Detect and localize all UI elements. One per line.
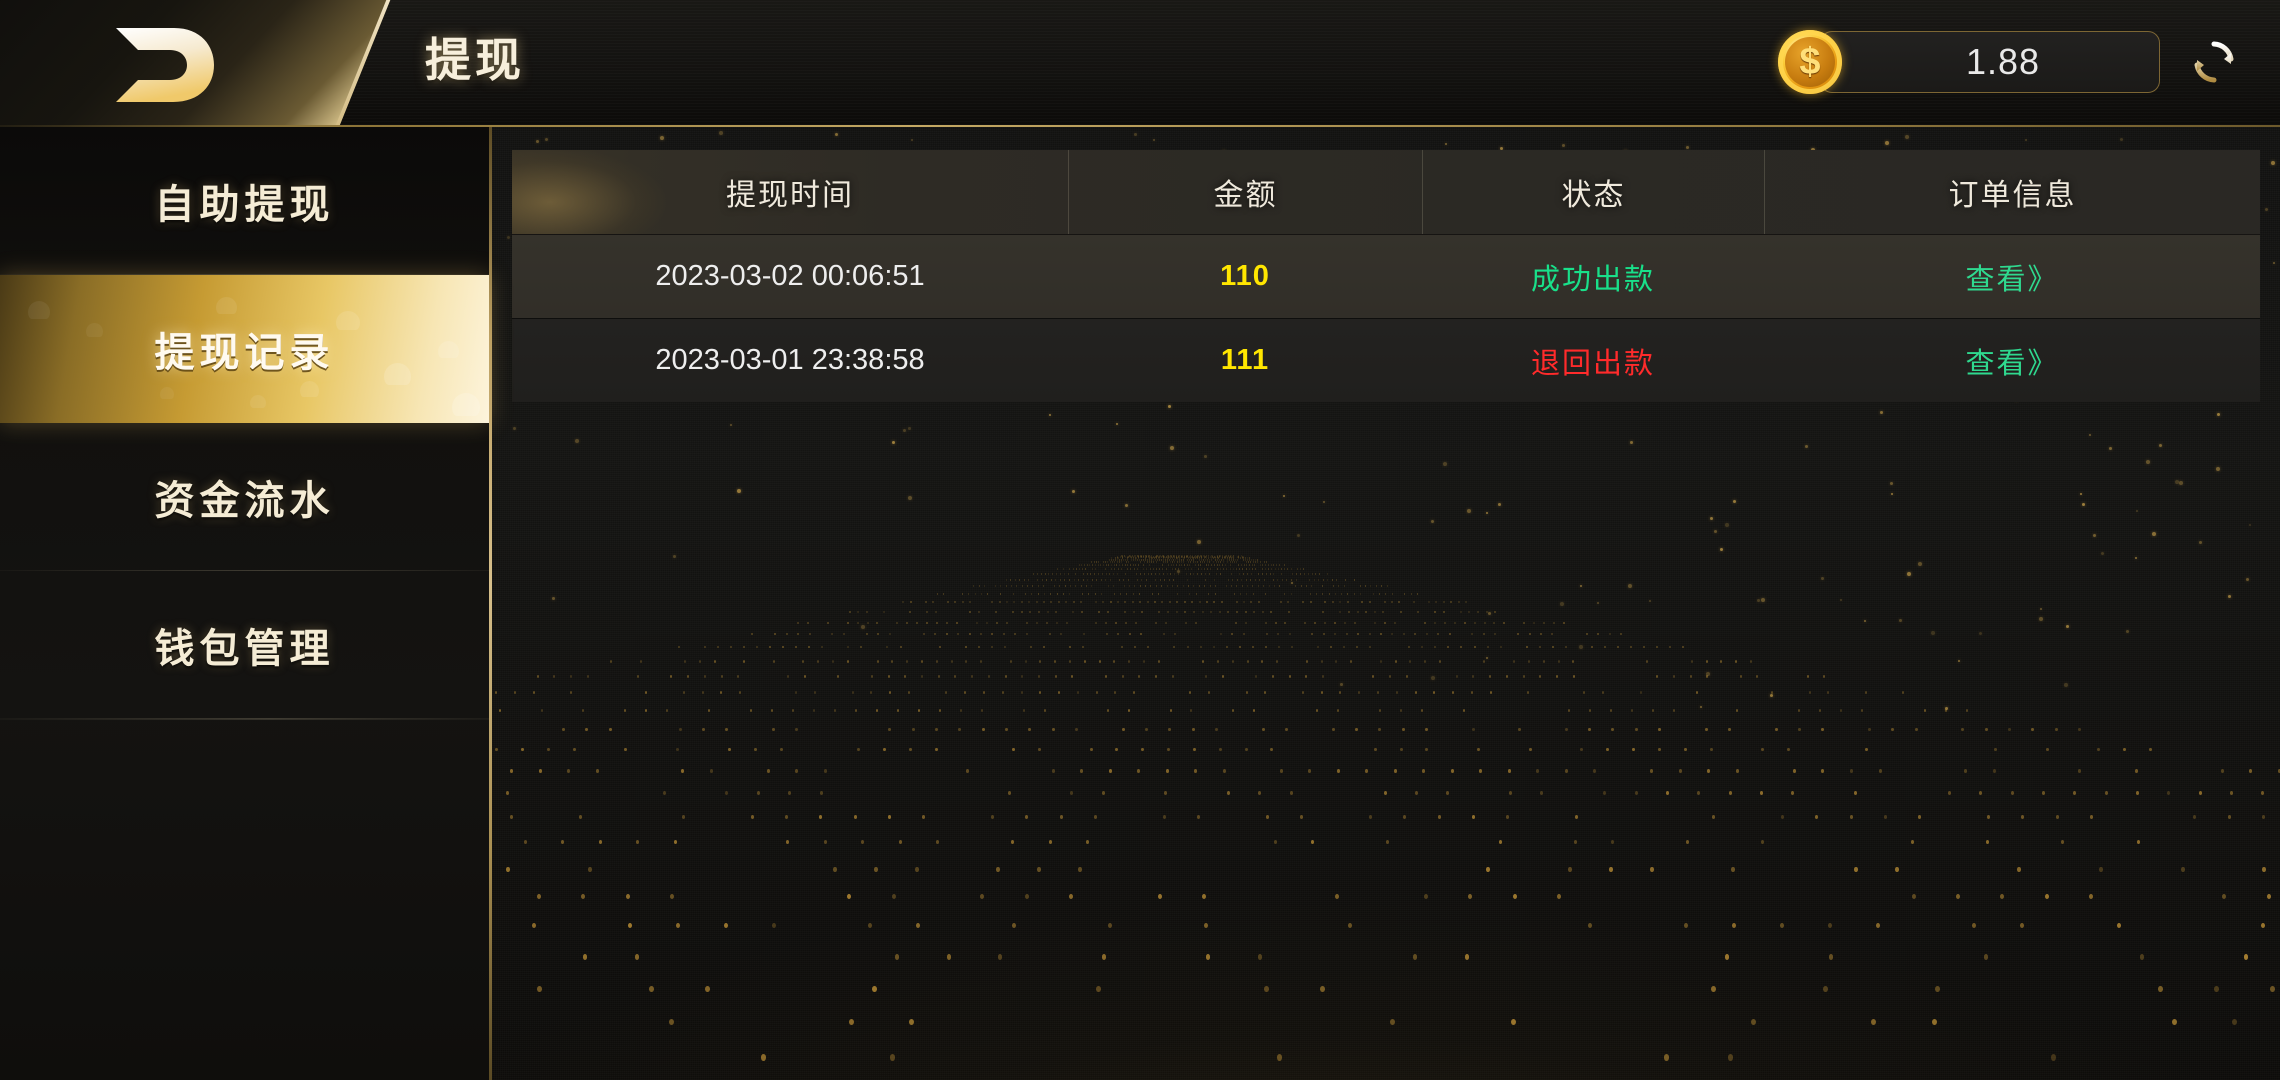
column-header-status: 状态: [1422, 150, 1764, 234]
status-badge: 退回出款: [1530, 347, 1655, 380]
sidebar-item-label: 资金流水: [154, 479, 335, 523]
sidebar-item-fund-flow[interactable]: 资金流水: [0, 423, 489, 571]
cell-amount: 111: [1220, 344, 1270, 376]
sidebar-item-wallet-management[interactable]: 钱包管理: [0, 571, 489, 719]
table-header-row: 提现时间 金额 状态 订单信息: [512, 150, 2260, 234]
sidebar-item-label: 钱包管理: [154, 627, 335, 671]
sidebar-item-withdraw-records[interactable]: 提现记录: [0, 275, 489, 423]
status-badge: 成功出款: [1530, 263, 1655, 296]
sidebar-item-self-withdraw[interactable]: 自助提现: [0, 127, 489, 275]
sidebar-bottom-divider: [0, 719, 489, 819]
view-order-link[interactable]: 查看》: [1965, 263, 2059, 296]
gold-coin-dollar-icon: $: [1778, 30, 1842, 94]
column-header-time: 提现时间: [726, 179, 854, 212]
column-header-amount: 金额: [1068, 150, 1422, 234]
cell-time: 2023-03-02 00:06:51: [655, 260, 925, 292]
cell-amount: 110: [1220, 260, 1270, 292]
page-title: 提现: [425, 34, 525, 86]
logo-plate: [0, 0, 400, 127]
sidebar-item-label: 自助提现: [154, 183, 335, 227]
withdraw-records-table: 提现时间 金额 状态 订单信息 2023-03-02 00:06:51 110 …: [512, 150, 2260, 402]
view-order-link[interactable]: 查看》: [1965, 347, 2059, 380]
sidebar-nav: 自助提现 提现记录 资金流水 钱包管理: [0, 127, 492, 1080]
column-header-order: 订单信息: [1764, 150, 2260, 234]
table-row[interactable]: 2023-03-02 00:06:51 110 成功出款 查看》: [512, 234, 2260, 318]
brand-d-logo-icon[interactable]: [108, 24, 218, 106]
app-header: 提现 $ 1.88: [0, 0, 2280, 127]
refresh-circular-arrows-icon[interactable]: [2186, 34, 2242, 90]
cell-time: 2023-03-01 23:38:58: [655, 344, 925, 376]
balance-area: $ 1.88: [1778, 16, 2242, 108]
balance-value: 1.88: [1965, 41, 2041, 82]
sidebar-item-label: 提现记录: [154, 331, 335, 375]
balance-pill[interactable]: 1.88: [1820, 31, 2160, 93]
table-row[interactable]: 2023-03-01 23:38:58 111 退回出款 查看》: [512, 318, 2260, 402]
